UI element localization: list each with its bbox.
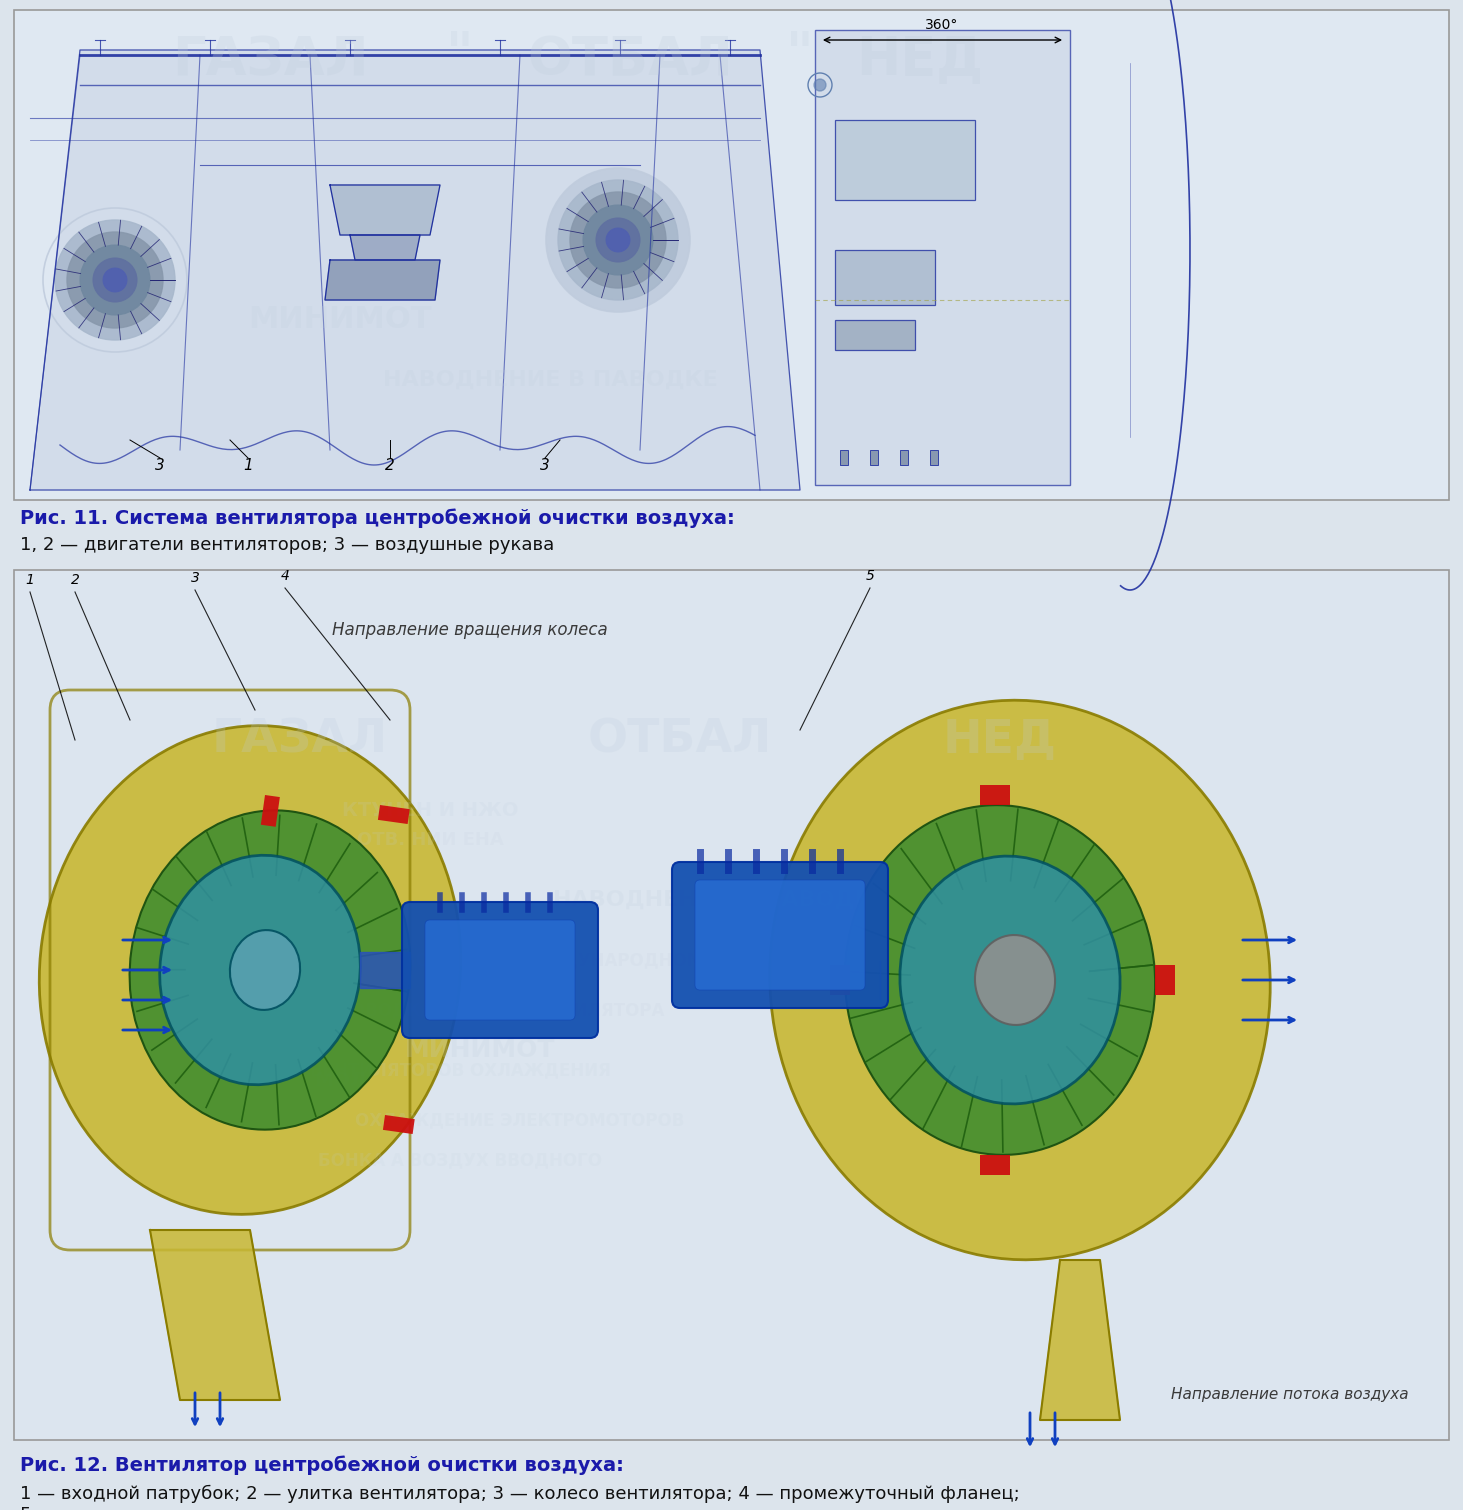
- Text: МОЛ: МОЛ: [315, 1071, 366, 1090]
- Bar: [260, 794, 279, 827]
- Bar: [870, 450, 878, 465]
- Circle shape: [606, 228, 631, 252]
- Ellipse shape: [844, 805, 1156, 1155]
- Text: ": ": [446, 29, 474, 82]
- Bar: [840, 450, 849, 465]
- Bar: [15, 569, 1448, 1441]
- Bar: [930, 450, 938, 465]
- Text: ОТВ. НИИ ЕНА: ОТВ. НИИ ЕНА: [357, 831, 503, 849]
- Text: ГАЗАЛ: ГАЗАЛ: [171, 35, 369, 86]
- Text: НАВОДНЕНИЕ В ПАВОДКЕ: НАВОДНЕНИЕ В ПАВОДКЕ: [553, 889, 888, 911]
- Ellipse shape: [230, 930, 300, 1010]
- Text: ДОВОДКА ВОЗДУХ ВЕНТИЛЯТОРА: ДОВОДКА ВОЗДУХ ВЕНТИЛЯТОРА: [336, 1001, 664, 1019]
- Text: 1: 1: [243, 458, 253, 473]
- Text: Направление вращения колеса: Направление вращения колеса: [332, 621, 607, 639]
- Text: БОНКА А ВОЗДУХ ВВОДНОГО: БОНКА А ВОЗДУХ ВВОДНОГО: [317, 1151, 601, 1169]
- Bar: [1154, 965, 1175, 995]
- Circle shape: [102, 267, 127, 291]
- Bar: [835, 119, 974, 199]
- Circle shape: [94, 258, 138, 302]
- Text: 1, 2 — двигатели вентиляторов; 3 — воздушные рукава: 1, 2 — двигатели вентиляторов; 3 — возду…: [20, 536, 554, 554]
- Text: НЕД: НЕД: [944, 717, 1058, 763]
- Text: ": ": [786, 29, 813, 82]
- Polygon shape: [1040, 1259, 1121, 1419]
- Bar: [835, 320, 914, 350]
- FancyBboxPatch shape: [402, 901, 598, 1037]
- Text: 2: 2: [70, 572, 79, 587]
- Bar: [383, 1114, 414, 1134]
- Text: МИНИMОТ: МИНИMОТ: [405, 1037, 554, 1062]
- Text: ОТБАЛ: ОТБАЛ: [527, 35, 733, 86]
- Text: Рис. 11. Система вентилятора центробежной очистки воздуха:: Рис. 11. Система вентилятора центробежно…: [20, 507, 734, 527]
- Text: 3: 3: [190, 571, 199, 584]
- Polygon shape: [31, 50, 800, 491]
- Bar: [815, 30, 1069, 485]
- Polygon shape: [350, 236, 420, 260]
- Bar: [377, 805, 410, 824]
- Text: НАВОДНЕНИЕ В ПАВОДКЕ: НАВОДНЕНИЕ В ПАВОДКЕ: [383, 370, 717, 390]
- Polygon shape: [331, 186, 440, 236]
- Circle shape: [546, 168, 691, 313]
- Circle shape: [595, 217, 639, 263]
- Text: 1 — входной патрубок; 2 — улитка вентилятора; 3 — колесо вентилятора; 4 — промеж: 1 — входной патрубок; 2 — улитка вентиля…: [20, 1484, 1020, 1510]
- FancyBboxPatch shape: [424, 920, 575, 1019]
- FancyBboxPatch shape: [672, 862, 888, 1009]
- Circle shape: [56, 220, 176, 340]
- Text: 2: 2: [385, 458, 395, 473]
- Text: ВЕНТИЛЯТОРОВ ОХЛАЖДЕНИЯ: ВЕНТИЛЯТОРОВ ОХЛАЖДЕНИЯ: [310, 1062, 610, 1080]
- Ellipse shape: [770, 701, 1270, 1259]
- Bar: [980, 1155, 1009, 1175]
- Text: 3: 3: [540, 458, 550, 473]
- Circle shape: [813, 79, 827, 91]
- Text: ГАЗАЛ: ГАЗАЛ: [212, 717, 388, 763]
- Circle shape: [557, 180, 677, 300]
- Bar: [980, 785, 1009, 805]
- Ellipse shape: [40, 726, 461, 1214]
- Text: Рис. 12. Вентилятор центробежной очистки воздуха:: Рис. 12. Вентилятор центробежной очистки…: [20, 1456, 623, 1475]
- Bar: [900, 450, 909, 465]
- Ellipse shape: [130, 811, 411, 1129]
- Text: МИНИMОТ: МИНИMОТ: [249, 305, 432, 335]
- Text: 1: 1: [25, 572, 35, 587]
- Ellipse shape: [159, 855, 360, 1084]
- Bar: [15, 11, 1448, 500]
- Text: 3: 3: [155, 458, 165, 473]
- Bar: [835, 251, 935, 305]
- Circle shape: [582, 205, 652, 275]
- Text: ОХЛАЖДЕНИЕ ЭЛЕКТРОМОТОРОВ: ОХЛАЖДЕНИЕ ЭЛЕКТРОМОТОРОВ: [356, 1111, 685, 1129]
- Polygon shape: [325, 260, 440, 300]
- Text: Направление потока воздуха: Направление потока воздуха: [1172, 1388, 1409, 1403]
- Bar: [830, 965, 850, 995]
- Circle shape: [80, 245, 151, 316]
- Polygon shape: [360, 951, 410, 988]
- Text: 4: 4: [281, 569, 290, 583]
- Ellipse shape: [974, 935, 1055, 1025]
- Circle shape: [571, 192, 666, 288]
- Circle shape: [67, 233, 162, 328]
- Text: КТУНЕН И НЖО: КТУНЕН И НЖО: [342, 800, 518, 820]
- Text: 360°: 360°: [925, 18, 958, 32]
- FancyBboxPatch shape: [695, 880, 865, 991]
- Text: 5: 5: [866, 569, 875, 583]
- Text: НЕД: НЕД: [856, 35, 983, 86]
- Polygon shape: [151, 1231, 279, 1400]
- Text: ОТБАЛ: ОТБАЛ: [588, 717, 772, 763]
- Ellipse shape: [900, 856, 1121, 1104]
- Text: НАВОДНЕНИЕ МЕЖДУНАРОДНОМ: НАВОДНЕНИЕ МЕЖДУНАРОДНОМ: [376, 951, 704, 969]
